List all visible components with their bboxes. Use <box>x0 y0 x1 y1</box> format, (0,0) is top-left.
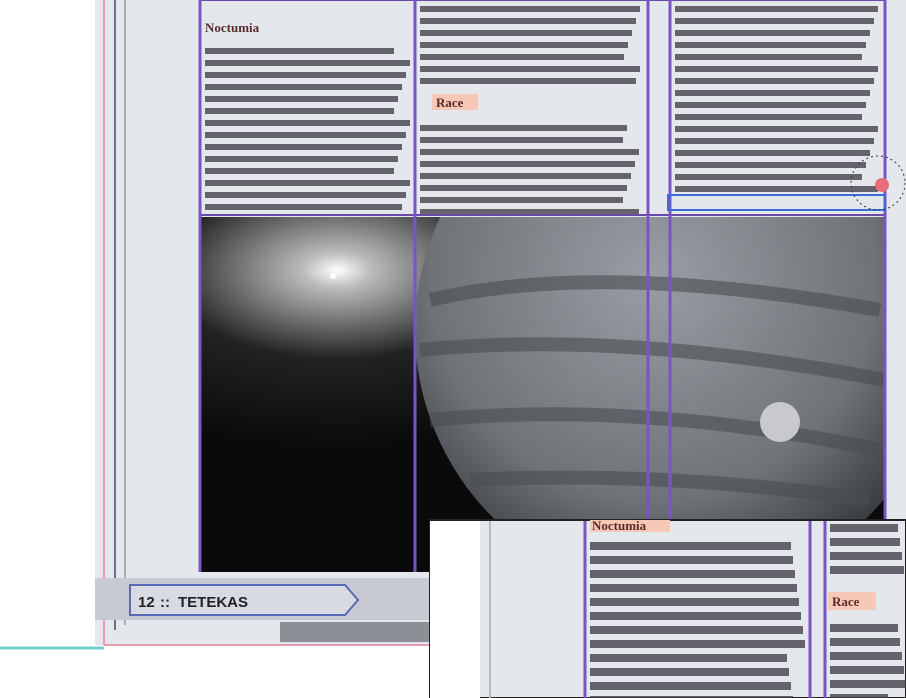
text-line <box>205 72 406 78</box>
text-line <box>205 60 410 66</box>
text-line <box>205 132 406 138</box>
page: Noctumia Race 12 :: TETEKAS Noctumia Rac… <box>0 0 906 698</box>
text-line <box>420 42 628 48</box>
text-line <box>205 84 402 90</box>
text-line <box>675 186 878 192</box>
text-line <box>830 524 898 532</box>
text-line <box>420 197 623 203</box>
text-line <box>830 566 904 574</box>
text-line <box>675 54 862 60</box>
text-line <box>830 538 900 546</box>
text-line <box>830 694 888 698</box>
text-line <box>830 638 900 646</box>
text-line <box>420 78 636 84</box>
text-line <box>675 138 874 144</box>
text-line <box>675 102 866 108</box>
text-line <box>590 542 791 550</box>
text-line <box>590 570 795 578</box>
text-line <box>590 626 803 634</box>
text-line <box>830 624 898 632</box>
text-line <box>590 598 799 606</box>
text-line <box>205 108 394 114</box>
text-line <box>420 6 640 12</box>
text-line <box>420 161 635 167</box>
text-line <box>675 90 870 96</box>
text-line <box>205 48 394 54</box>
text-line <box>675 42 866 48</box>
text-line <box>590 584 797 592</box>
text-line <box>675 78 874 84</box>
running-head: TETEKAS <box>178 594 248 611</box>
text-line <box>205 180 410 186</box>
text-line <box>205 192 406 198</box>
text-line <box>590 556 793 564</box>
heading: Race <box>436 95 464 110</box>
text-line <box>590 612 801 620</box>
text-line <box>590 682 791 690</box>
text-line <box>420 125 627 131</box>
text-line <box>675 126 878 132</box>
text-line <box>675 150 870 156</box>
inset-heading: Noctumia <box>592 518 647 533</box>
text-line <box>420 173 631 179</box>
text-line <box>675 30 870 36</box>
text-line <box>420 137 623 143</box>
text-line <box>590 640 805 648</box>
text-line <box>205 204 402 210</box>
text-line <box>420 18 636 24</box>
folio-separator: :: <box>160 594 170 611</box>
text-line <box>205 144 402 150</box>
text-line <box>675 174 862 180</box>
text-line <box>420 66 640 72</box>
text-line <box>205 96 398 102</box>
text-line <box>830 652 902 660</box>
text-line <box>205 156 398 162</box>
text-line <box>830 552 902 560</box>
text-line <box>420 185 627 191</box>
layout-canvas: Noctumia Race 12 :: TETEKAS Noctumia Rac… <box>0 0 906 698</box>
text-line <box>830 680 906 688</box>
text-line <box>675 162 866 168</box>
text-line <box>830 666 904 674</box>
text-line <box>420 54 624 60</box>
text-line <box>420 149 639 155</box>
text-line <box>590 668 789 676</box>
text-line <box>675 66 878 72</box>
text-line <box>205 120 410 126</box>
text-line <box>420 30 632 36</box>
zoom-inset: Noctumia Race <box>430 518 906 698</box>
text-line <box>675 114 862 120</box>
text-line <box>205 168 394 174</box>
folio-number: 12 <box>138 594 155 611</box>
inset-heading: Race <box>832 594 860 609</box>
heading: Noctumia <box>205 20 260 35</box>
text-line <box>590 654 787 662</box>
text-line <box>675 18 874 24</box>
text-line <box>675 6 878 12</box>
